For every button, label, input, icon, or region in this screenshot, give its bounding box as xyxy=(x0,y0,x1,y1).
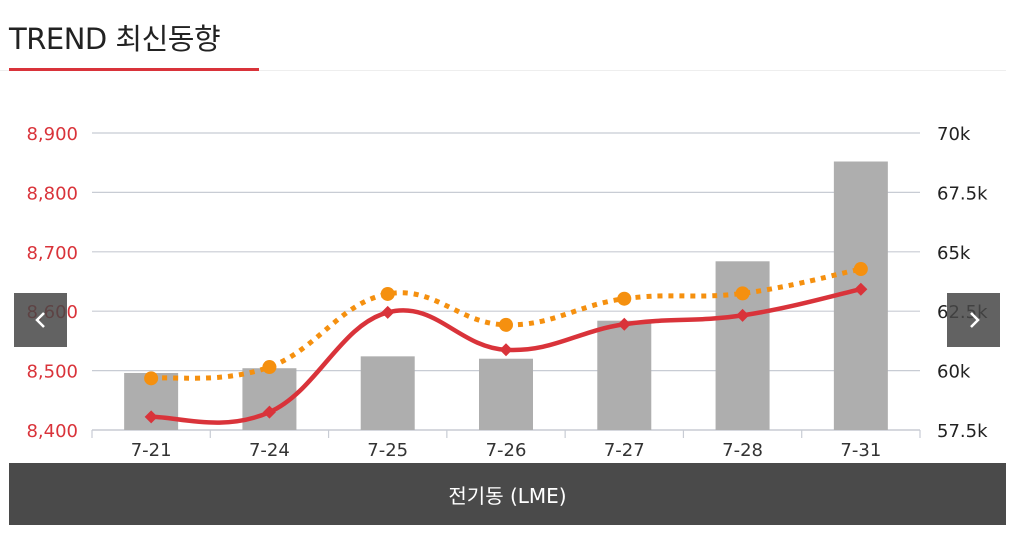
right-axis-tick-label: 70k xyxy=(937,124,971,145)
chart-caption-bar: 전기동 (LME) xyxy=(9,463,1006,525)
x-axis-tick-label: 7-31 xyxy=(840,440,881,461)
dotted-point-7-25 xyxy=(380,286,395,301)
solid-point-7-31 xyxy=(854,282,868,296)
chart-caption: 전기동 (LME) xyxy=(448,483,567,508)
dotted-point-7-28 xyxy=(735,286,750,301)
dotted-point-7-31 xyxy=(853,262,868,277)
right-axis-tick-label: 57.5k xyxy=(937,421,988,442)
x-axis-tick-label: 7-26 xyxy=(486,440,527,461)
left-axis-tick-label: 8,400 xyxy=(26,421,78,442)
dotted-point-7-24 xyxy=(262,360,277,375)
solid-point-7-25 xyxy=(381,305,395,319)
header: TREND 최신동향 xyxy=(0,0,1006,71)
chevron-left-icon xyxy=(34,312,45,328)
trend-chart: 8,4008,5008,6008,7008,8008,90057.5k60k62… xyxy=(26,124,988,461)
left-axis-tick-label: 8,700 xyxy=(26,243,78,264)
next-slide-button[interactable] xyxy=(947,293,1000,347)
left-axis-tick-label: 8,900 xyxy=(26,124,78,145)
chevron-right-icon xyxy=(969,312,980,328)
right-axis-tick-label: 67.5k xyxy=(937,183,988,204)
page-title: TREND 최신동향 xyxy=(9,22,221,56)
x-axis-tick-label: 7-27 xyxy=(604,440,645,461)
solid-point-7-26 xyxy=(499,343,513,357)
dotted-point-7-27 xyxy=(617,291,632,306)
bar-7-26 xyxy=(479,358,533,430)
dotted-point-7-21 xyxy=(144,371,159,386)
solid-point-7-21 xyxy=(144,410,158,424)
right-axis-tick-label: 65k xyxy=(937,243,971,264)
title-underline xyxy=(9,68,259,71)
bar-7-27 xyxy=(597,320,652,430)
right-axis-tick-label: 60k xyxy=(937,362,971,383)
solid-point-7-24 xyxy=(262,405,276,419)
solid-point-7-28 xyxy=(736,308,750,322)
solid-point-7-27 xyxy=(617,317,631,331)
x-axis-tick-label: 7-21 xyxy=(131,440,172,461)
prev-slide-button[interactable] xyxy=(14,293,67,347)
bar-7-25 xyxy=(360,356,415,430)
x-axis-tick-label: 7-25 xyxy=(367,440,408,461)
dotted-point-7-26 xyxy=(499,317,513,332)
left-axis-tick-label: 8,500 xyxy=(26,362,78,383)
left-axis-tick-label: 8,800 xyxy=(26,183,78,204)
x-axis-tick-label: 7-28 xyxy=(722,440,763,461)
x-axis-tick-label: 7-24 xyxy=(249,440,290,461)
